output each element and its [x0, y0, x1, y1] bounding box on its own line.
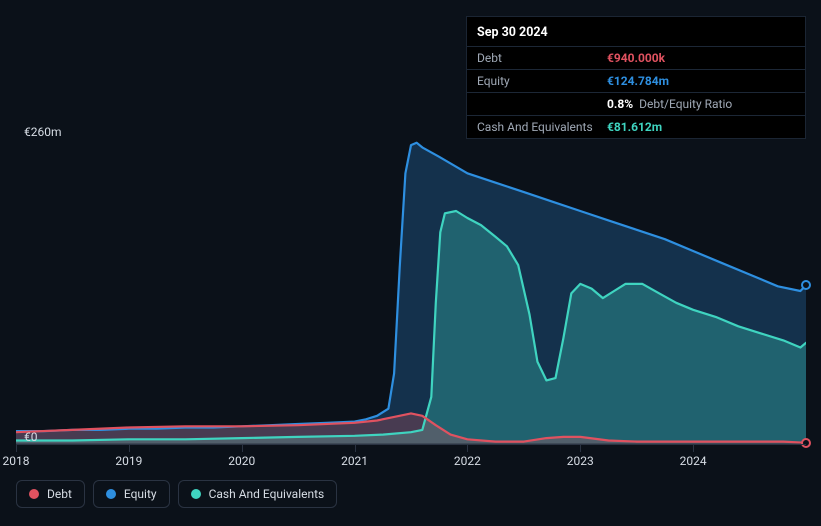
x-tick-label: 2019	[115, 454, 142, 468]
summary-tooltip: Sep 30 2024 Debt€940.000kEquity€124.784m…	[466, 16, 806, 139]
x-tick	[580, 444, 581, 452]
tooltip-row: 0.8% Debt/Equity Ratio	[467, 93, 805, 116]
legend-label: Equity	[124, 487, 157, 501]
legend-item-cash[interactable]: Cash And Equivalents	[178, 480, 338, 508]
x-tick-label: 2021	[341, 454, 368, 468]
legend-item-equity[interactable]: Equity	[93, 480, 170, 508]
tooltip-row-value: 0.8%	[607, 97, 633, 111]
x-tick-label: 2023	[567, 454, 594, 468]
x-tick	[355, 444, 356, 452]
x-tick-label: 2020	[228, 454, 255, 468]
tooltip-row-value: €81.612m	[607, 120, 662, 134]
legend-swatch-icon	[191, 489, 201, 499]
x-tick-label: 2024	[680, 454, 707, 468]
tooltip-row-label: Debt	[477, 51, 607, 65]
equity-end-marker	[801, 280, 811, 290]
legend-swatch-icon	[29, 489, 39, 499]
tooltip-row-value: €940.000k	[607, 51, 665, 65]
tooltip-row-value: €124.784m	[607, 74, 669, 88]
x-tick	[467, 444, 468, 452]
tooltip-row: Cash And Equivalents€81.612m	[467, 116, 805, 138]
x-tick	[693, 444, 694, 452]
x-tick-label: 2022	[454, 454, 481, 468]
legend-label: Debt	[47, 487, 72, 501]
tooltip-date: Sep 30 2024	[467, 17, 805, 47]
y-axis-top-label: €260m	[24, 125, 62, 139]
tooltip-row: Equity€124.784m	[467, 70, 805, 93]
x-tick	[16, 444, 17, 452]
legend-item-debt[interactable]: Debt	[16, 480, 85, 508]
legend-label: Cash And Equivalents	[209, 487, 325, 501]
tooltip-row-label: Equity	[477, 74, 607, 88]
tooltip-row: Debt€940.000k	[467, 47, 805, 70]
tooltip-row-label: Cash And Equivalents	[477, 120, 607, 134]
legend-swatch-icon	[106, 489, 116, 499]
area-chart-svg	[16, 138, 806, 444]
x-tick	[242, 444, 243, 452]
x-tick-label: 2018	[3, 454, 30, 468]
x-tick	[129, 444, 130, 452]
plot-frame	[16, 138, 806, 444]
tooltip-row-suffix: Debt/Equity Ratio	[639, 97, 732, 111]
x-axis-ticks: 2018201920202021202220232024	[16, 444, 806, 472]
legend: Debt Equity Cash And Equivalents	[16, 480, 337, 508]
